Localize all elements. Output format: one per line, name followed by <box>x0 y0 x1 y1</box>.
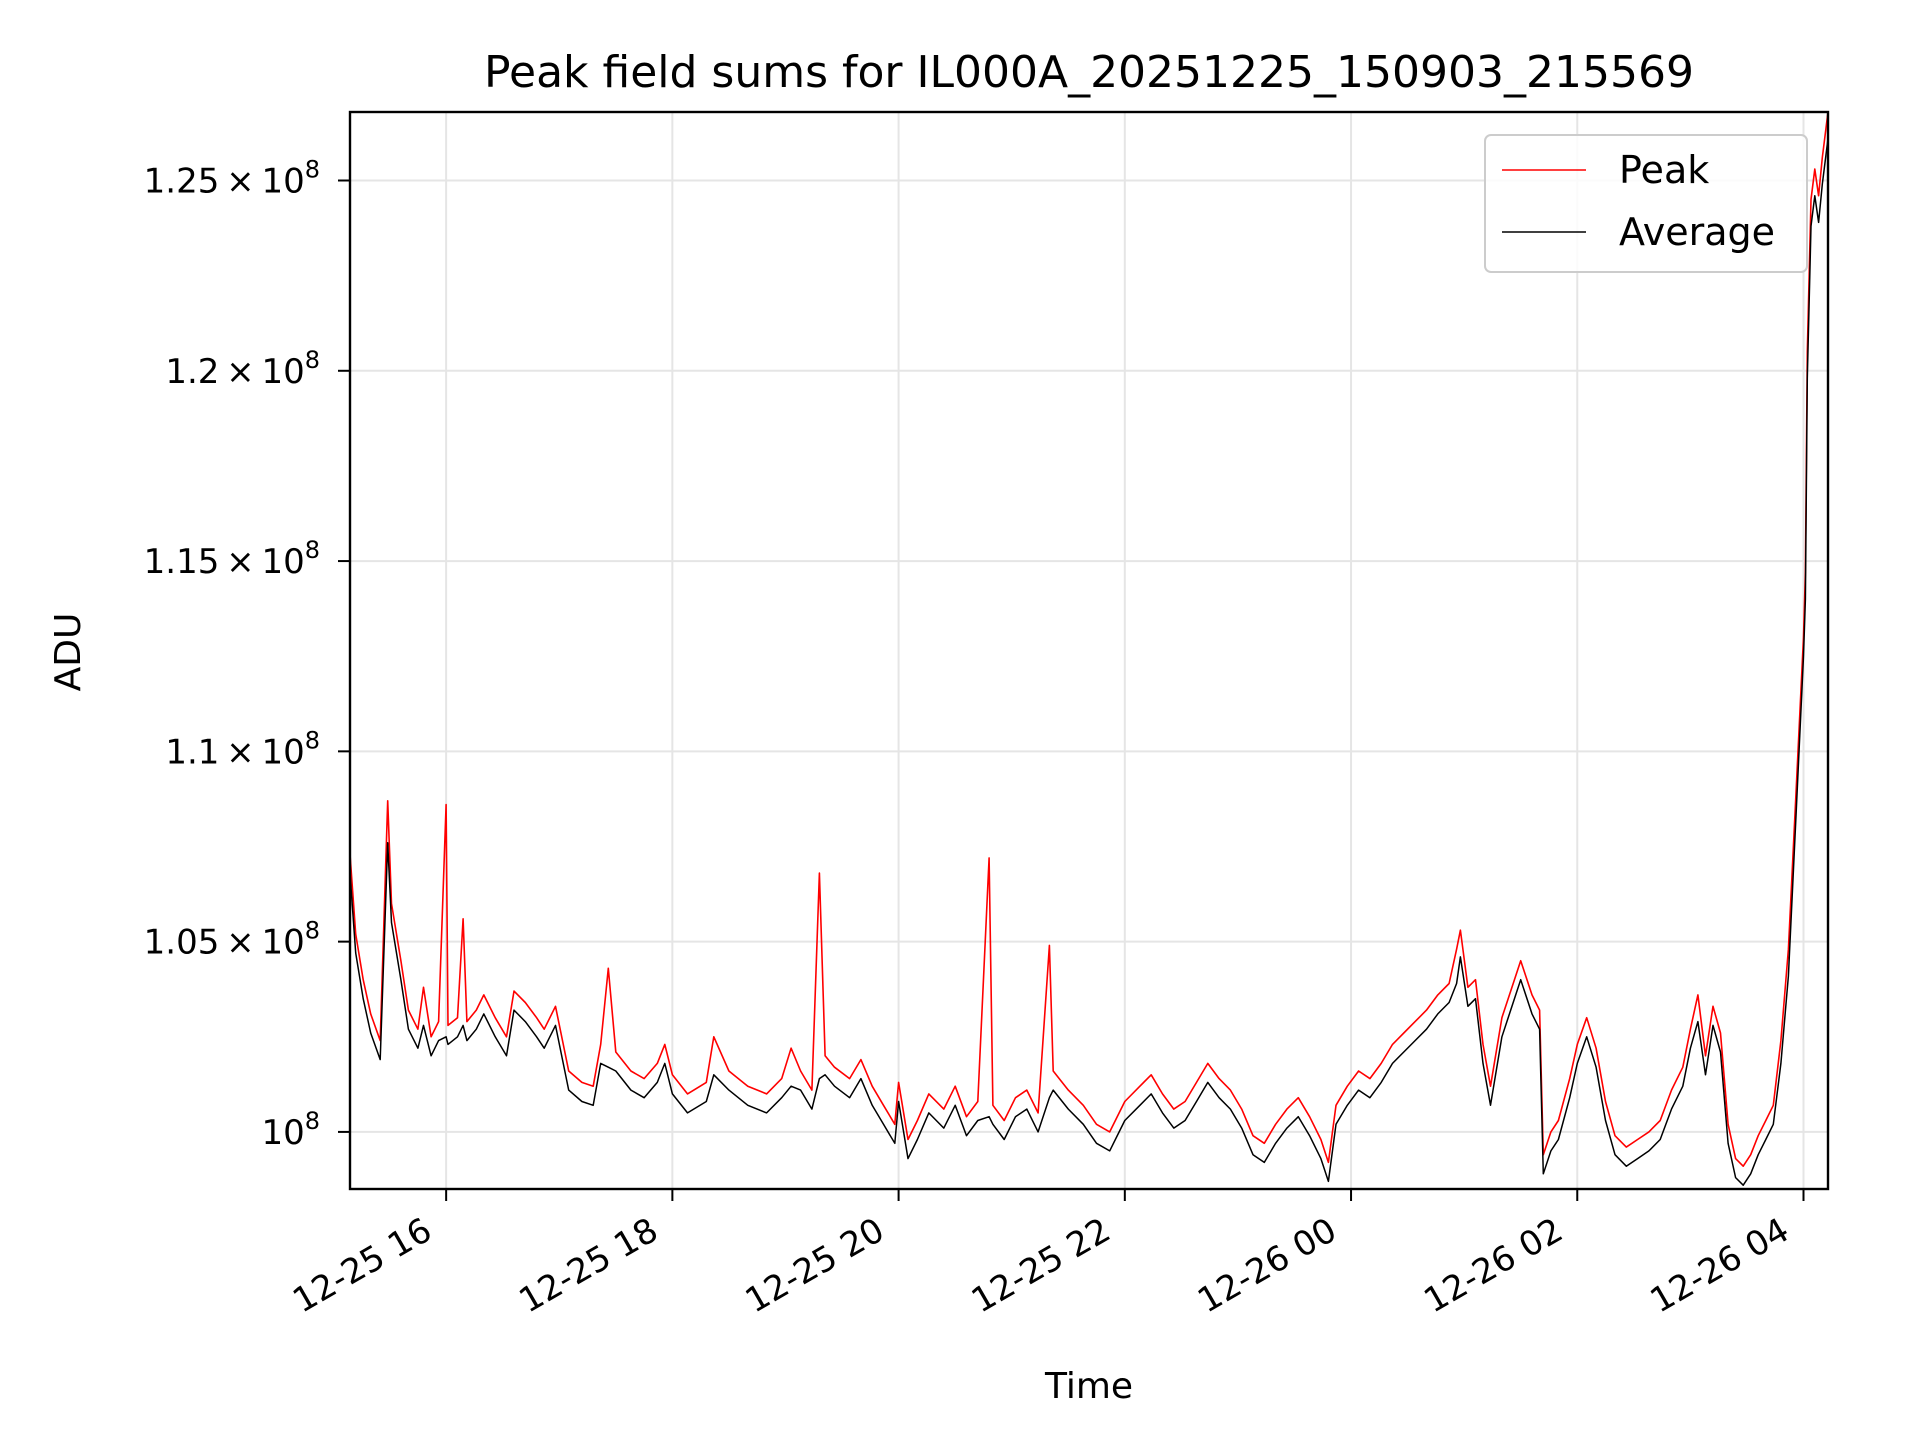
plot-frame <box>348 110 1830 1191</box>
series-layer <box>350 112 1828 1186</box>
y-tick-label: 1.2 × 108 <box>165 346 320 392</box>
series-line-average <box>350 138 1828 1186</box>
legend-label-average: Average <box>1619 210 1775 254</box>
y-tick-label: 1.25 × 108 <box>144 156 320 202</box>
legend: Peak Average <box>1484 134 1808 273</box>
legend-label-peak: Peak <box>1619 148 1709 192</box>
grid <box>350 112 1828 1189</box>
y-axis-ticks: 108 1.05 × 108 1.1 × 108 1.15 × 108 1.2 × 10… <box>144 156 350 1153</box>
y-tick-label: 1.1 × 108 <box>165 726 320 772</box>
series-line-peak <box>350 112 1828 1167</box>
y-axis-label: ADU <box>48 613 89 692</box>
x-axis-label: Time <box>1044 1366 1133 1407</box>
y-tick-label: 1.15 × 108 <box>144 536 320 582</box>
y-tick-label: 108 <box>261 1107 320 1153</box>
y-tick-label: 1.05 × 108 <box>144 917 320 963</box>
chart-title: Peak field sums for IL000A_20251225_1509… <box>484 47 1694 98</box>
